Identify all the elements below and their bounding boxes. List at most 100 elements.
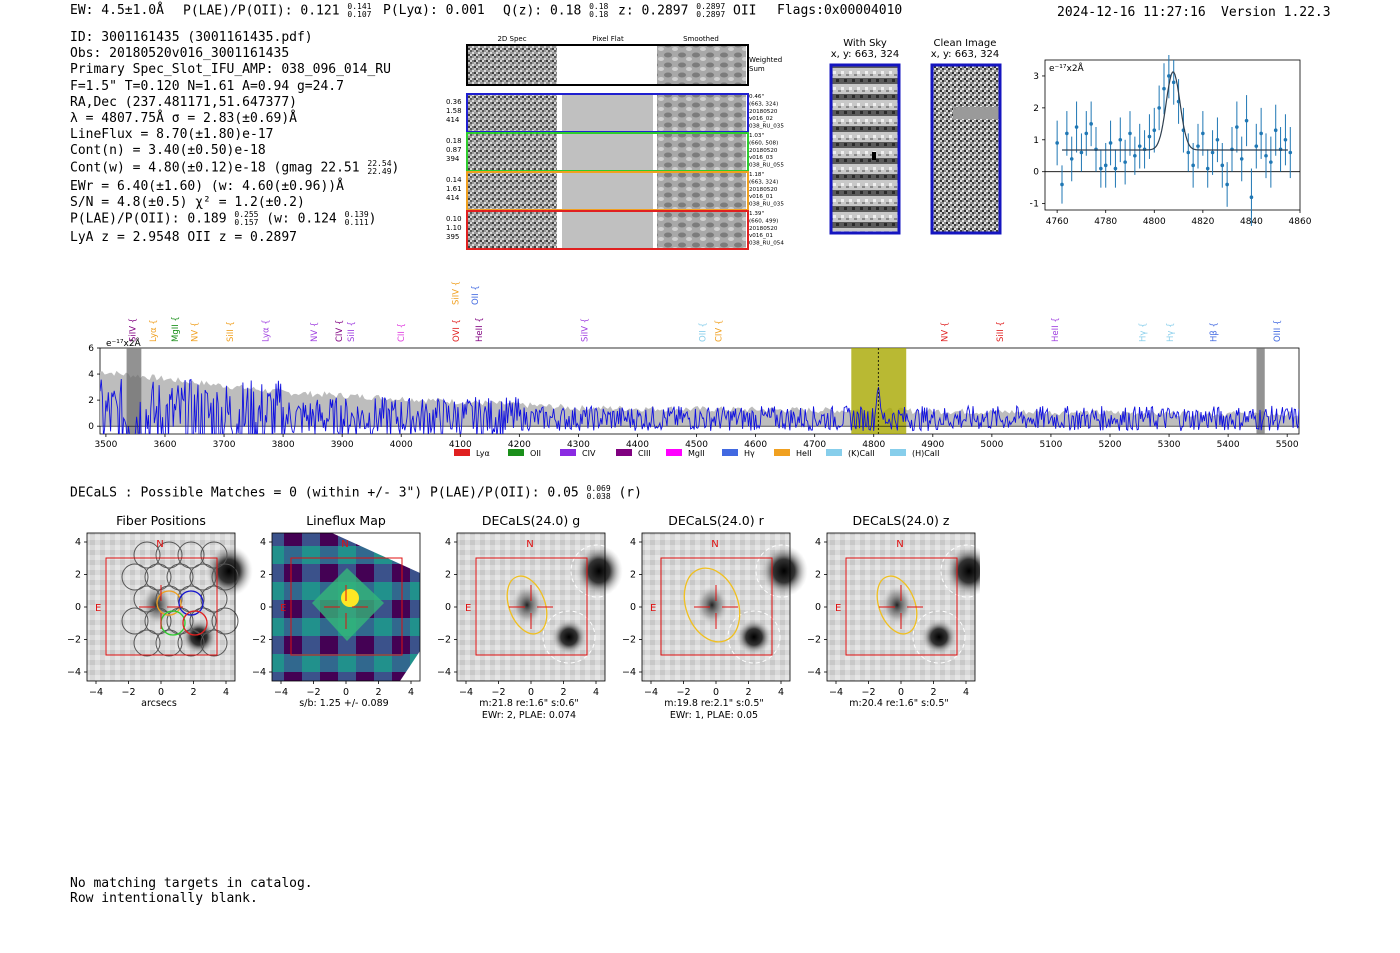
cutout-ytick-label: −2 <box>807 635 821 646</box>
fiber-row-left-label: 0.14 <box>446 176 462 184</box>
aperture-ellipse <box>506 575 548 635</box>
legend-swatch <box>774 449 790 456</box>
zoom-data-point <box>1249 195 1254 200</box>
decals-summary-lo: 0.038 <box>586 492 611 501</box>
spectrum-xtick-label: 5100 <box>1039 440 1062 450</box>
aperture-ellipse <box>876 575 918 635</box>
with-sky-cutout <box>829 63 901 235</box>
zoom-data-point <box>1201 131 1205 136</box>
info-lineflux: LineFlux = 8.70(±1.80)e-17 <box>70 127 274 143</box>
spectrum-error-envelope <box>100 370 1299 427</box>
zoom-data-point <box>1191 163 1195 168</box>
spectrum-xtick-label: 4400 <box>626 440 649 450</box>
spectrum-xtick-label: 3800 <box>272 440 295 450</box>
header-z-lo: 0.2897 <box>696 10 726 19</box>
info-gmag-lo: 22.49 <box>367 166 392 176</box>
zoom-data-point <box>1220 163 1225 168</box>
spectrum-line-label: HeII { <box>475 317 485 342</box>
fiber-circle-highlight <box>178 590 204 616</box>
spectrum-line-label: OII { <box>698 322 708 342</box>
fiber-row-left-label: 414 <box>446 116 460 124</box>
catalog-circle <box>912 610 966 664</box>
decals-summary-band: (r) <box>618 485 642 501</box>
compass-east: E <box>95 603 101 614</box>
cutout-ytick-label: 0 <box>260 602 266 613</box>
fiber-circle <box>177 541 205 569</box>
full-spectrum-chart: SiIV {OII { SiIV {Lyα {MgII {NV {SiII {L… <box>88 281 1300 458</box>
cutout-xtick-label: −2 <box>676 687 690 698</box>
fiber-row-right-label: 0.46" <box>749 94 764 100</box>
cutout-panel: DECaLS(24.0) z N E 4 2 0 −2 −4 −4 −2 0 2 4 m:20.4 re:… <box>807 513 980 709</box>
clean-image-title: Clean Image <box>933 38 997 49</box>
info-plae-lo: 0.157 <box>234 218 259 228</box>
fiber-row-right-label: (660, 508) <box>749 140 778 146</box>
fiber-row-left-label: 1.10 <box>446 224 462 232</box>
spectrum-line-label: HeII { <box>1051 317 1061 342</box>
zoom-ytick-label: 2 <box>1033 104 1039 114</box>
catalog-circle <box>570 544 624 598</box>
fiber-circle <box>121 607 149 635</box>
cutout-ytick-label: 4 <box>260 537 266 548</box>
cutout-caption: m:21.8 re:1.6" s:0.6" <box>479 698 579 709</box>
cutout-ytick-label: 0 <box>75 602 81 613</box>
cutout-ytick-label: −4 <box>252 667 266 678</box>
fiber-circle <box>200 585 228 613</box>
info-plae-hi: 0.255 <box>234 210 259 220</box>
cutout-xtick-label: −2 <box>306 687 320 698</box>
header-qz-bounds: 0.18 0.18 <box>589 3 608 19</box>
cutout-panel: Lineflux Map N E 4 2 0 −2 −4 −4 −2 0 2 4 s/b: 1.25 +/… <box>252 513 421 709</box>
cutout-ytick-label: −2 <box>622 635 636 646</box>
cutout-ytick-label: −2 <box>67 635 81 646</box>
info-primary: Primary Spec_Slot_IFU_AMP: 038_096_014_R… <box>70 62 391 78</box>
catalog-circle <box>940 544 980 598</box>
spectrum-line-label: NV { <box>941 322 951 342</box>
info-gmag-bounds: 22.54 22.49 <box>367 159 392 176</box>
fiber-row-right-label: (660, 499) <box>749 218 778 224</box>
cutout-panels: Fiber Positions N E 4 2 0 −2 −4 −4 −2 0 2 4 arcsecs Li… <box>67 513 980 721</box>
zoom-xtick-label: 4820 <box>1191 217 1214 227</box>
cutout-xtick-label: 2 <box>375 687 381 698</box>
col-pixel-flat-label: Pixel Flat <box>592 35 624 43</box>
legend-swatch <box>560 449 576 456</box>
legend-swatch <box>826 449 842 456</box>
footer-line1: No matching targets in catalog. <box>70 876 313 891</box>
cutout-title: Lineflux Map <box>306 513 386 528</box>
zoom-plot-frame <box>1044 59 1301 211</box>
fiber-row-right-label: 038_RU_035 <box>749 124 784 130</box>
cutout-ytick-label: −4 <box>67 667 81 678</box>
spectrum-xtick-label: 4200 <box>508 440 531 450</box>
fiber-circle <box>189 607 217 635</box>
spectrum-ytick-label: 0 <box>88 422 94 432</box>
zoom-data-point <box>1205 166 1210 171</box>
decals-summary: DECaLS : Possible Matches = 0 (within +/… <box>70 485 642 501</box>
fiber-circle <box>121 563 149 591</box>
zoom-ytick-label: −1 <box>1030 200 1039 210</box>
zoom-data-point <box>1196 144 1200 148</box>
zoom-data-point <box>1225 182 1229 187</box>
zoom-xtick-label: 4800 <box>1143 217 1166 227</box>
cutout-ytick-label: 4 <box>815 537 821 548</box>
cutout-xtick-label: 4 <box>963 687 969 698</box>
zoom-data-point <box>1133 153 1137 158</box>
zoom-data-point <box>1123 160 1127 164</box>
cutout-xtick-label: 4 <box>593 687 599 698</box>
fiber-circle <box>189 563 217 591</box>
zoom-data-point <box>1244 118 1249 123</box>
zoom-data-point <box>1264 153 1268 158</box>
zoom-xtick-label: 4760 <box>1046 217 1069 227</box>
fiber-circle <box>177 629 205 657</box>
legend-label: (K)CaII <box>848 449 875 458</box>
spectrum-line-label: Lyα { <box>149 319 159 342</box>
decals-summary-hi: 0.069 <box>586 484 611 493</box>
spectrum-xtick-label: 4300 <box>567 440 590 450</box>
header-plae: P(LAE)/P(OII): 0.121 0.141 0.107 <box>183 3 371 19</box>
zoom-xtick-label: 4860 <box>1289 217 1312 227</box>
zoom-data-point <box>1167 74 1171 78</box>
cutout-xtick-label: 0 <box>158 687 164 698</box>
info-plae-w-hi: 0.139 <box>344 210 369 220</box>
cutout-xtick-label: 2 <box>560 687 566 698</box>
search-box <box>105 557 218 656</box>
